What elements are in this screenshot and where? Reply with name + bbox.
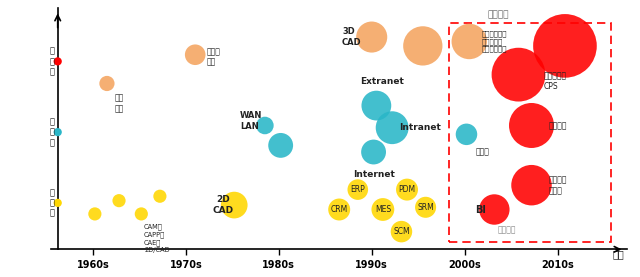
Text: 数控
机床: 数控 机床 [115, 94, 124, 113]
Text: CRM: CRM [331, 205, 348, 214]
Text: 数
字
化: 数 字 化 [50, 188, 55, 218]
Text: SRM: SRM [417, 203, 434, 212]
Point [378, 207, 388, 212]
Point [526, 183, 536, 188]
Point [190, 53, 200, 57]
Text: 智能产品: 智能产品 [548, 121, 567, 130]
Point [387, 125, 397, 130]
Point [353, 187, 363, 192]
Point [102, 81, 112, 86]
Point [526, 123, 536, 128]
Text: 关注焦点: 关注焦点 [488, 10, 509, 19]
Point [420, 205, 431, 209]
Point [367, 35, 377, 39]
Point [560, 44, 570, 48]
Text: Internet: Internet [353, 170, 395, 179]
Text: 时间: 时间 [612, 249, 625, 259]
Text: CAM、
CAPP、
CAE、
2D/CAD: CAM、 CAPP、 CAE、 2D/CAD [144, 224, 170, 253]
Point [418, 44, 428, 48]
Text: 嵌入式
系统: 嵌入式 系统 [206, 47, 220, 67]
Text: 物联网和
全联网: 物联网和 全联网 [548, 176, 567, 195]
Text: BI: BI [475, 204, 486, 214]
Point [276, 143, 286, 148]
Point [260, 123, 270, 128]
Text: WAN
LAN: WAN LAN [240, 111, 262, 131]
Point [371, 103, 381, 108]
Point [334, 207, 344, 212]
Point [52, 201, 63, 205]
Text: 智
能
化: 智 能 化 [50, 47, 55, 76]
Point [369, 150, 379, 154]
Point [489, 207, 499, 212]
Text: 网
络
化: 网 络 化 [50, 117, 55, 147]
Text: 物联网: 物联网 [476, 148, 490, 157]
Point [464, 39, 474, 44]
Text: 3D
CAD: 3D CAD [342, 27, 362, 47]
Text: 工业互联网
CPS: 工业互联网 CPS [543, 71, 566, 91]
Text: ERP: ERP [351, 185, 365, 194]
Point [52, 130, 63, 134]
Text: MES: MES [375, 205, 391, 214]
Text: 2D
CAD: 2D CAD [212, 195, 234, 215]
Point [513, 72, 524, 77]
Point [402, 187, 412, 192]
Point [155, 194, 165, 198]
Text: SCM: SCM [393, 227, 410, 236]
Point [136, 212, 147, 216]
Point [90, 212, 100, 216]
Point [229, 203, 239, 207]
Text: 全三维标记、
关联设计、
全球协同平台: 全三维标记、 关联设计、 全球协同平台 [481, 30, 507, 52]
Point [461, 132, 472, 137]
Text: PDM: PDM [399, 185, 415, 194]
Text: Extranet: Extranet [360, 77, 404, 86]
Point [396, 229, 406, 234]
Text: Intranet: Intranet [399, 123, 442, 132]
Text: 业务智能: 业务智能 [497, 225, 516, 234]
Point [52, 59, 63, 64]
Point [114, 198, 124, 203]
